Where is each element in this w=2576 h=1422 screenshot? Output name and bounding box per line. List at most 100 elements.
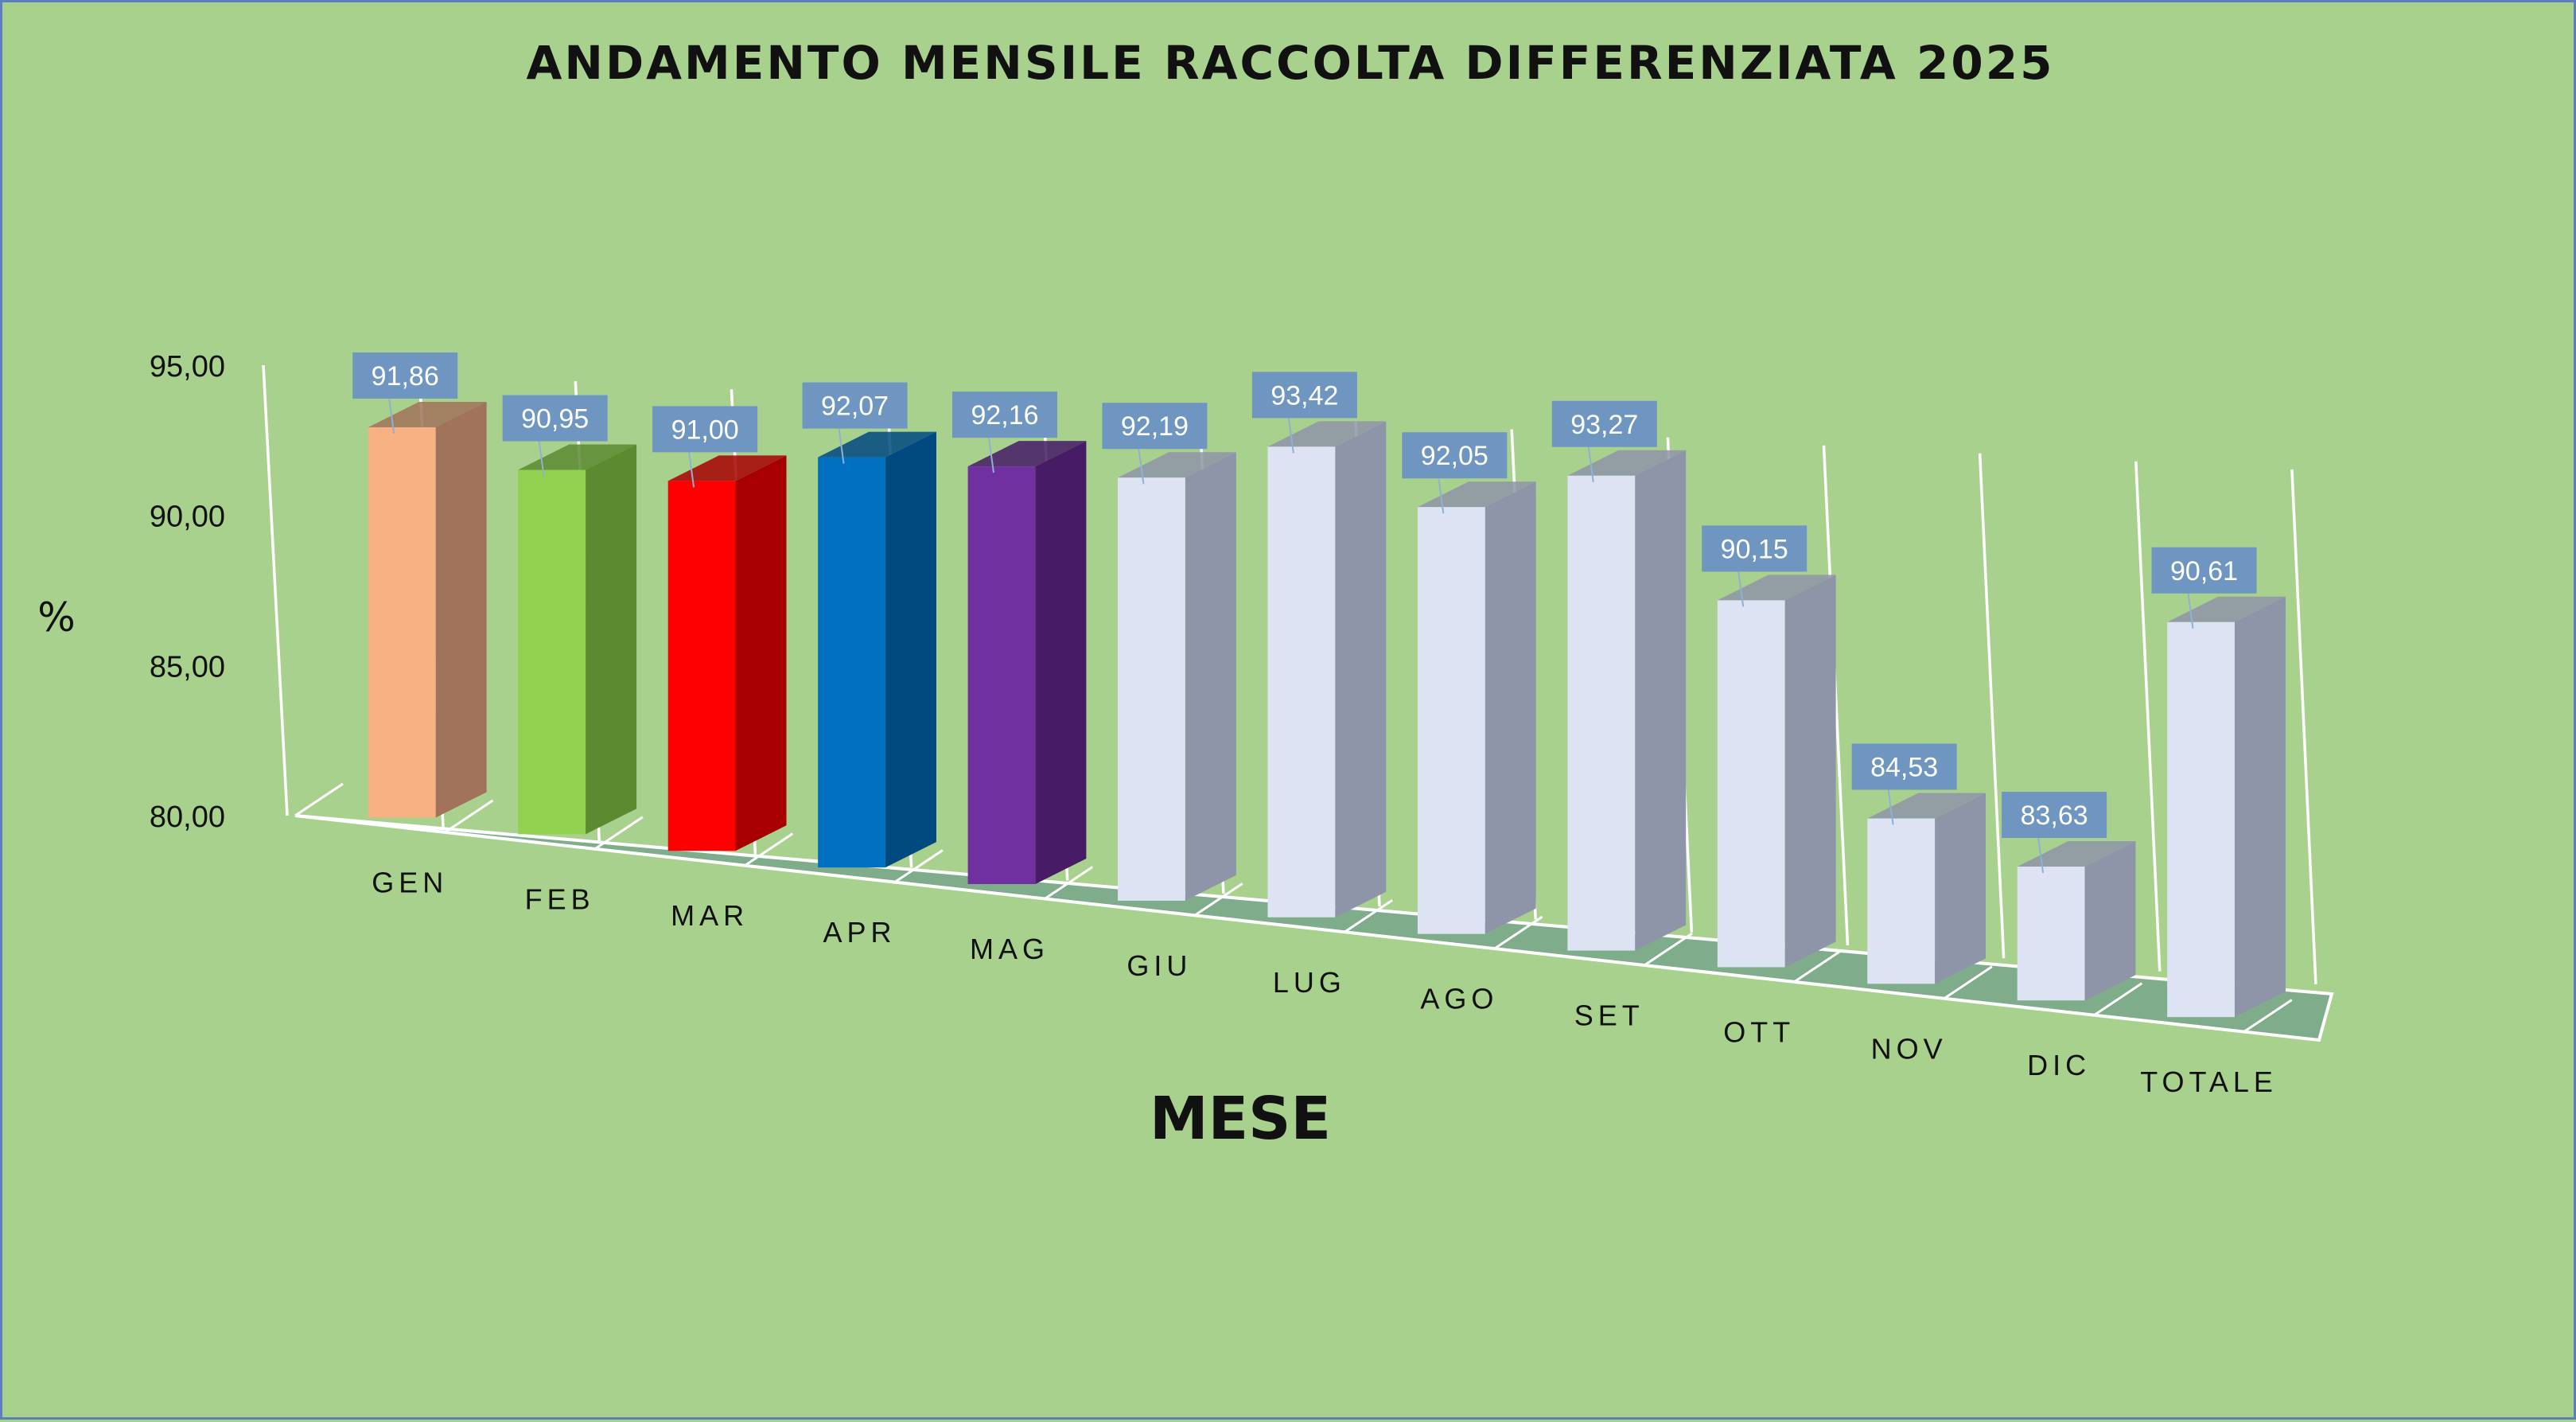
floor-divider [1044, 866, 1094, 900]
bar-lug [1267, 421, 1387, 917]
gridline [1978, 453, 2006, 959]
data-label-box [502, 395, 608, 442]
x-tick-label: OTT [1723, 1015, 1795, 1048]
leader-line [1587, 446, 1594, 482]
data-label-box [2002, 792, 2107, 839]
leader-line [1287, 418, 1294, 454]
bar-gen [368, 401, 487, 818]
bar-top [1567, 450, 1687, 476]
data-label-text: 92,07 [821, 392, 889, 422]
leader-line [1887, 789, 1894, 825]
bar-top [368, 401, 487, 427]
y-tick-label: 80,00 [150, 801, 225, 834]
bar-totale [2167, 596, 2286, 1018]
data-label: 91,00 [652, 406, 758, 488]
data-label: 93,42 [1251, 372, 1357, 454]
bar-giu [1118, 452, 1236, 901]
leader-line [1438, 478, 1445, 514]
data-label-box [1102, 403, 1208, 450]
floor-divider [1193, 882, 1243, 917]
bar-set [1567, 450, 1687, 951]
leader-line [1138, 449, 1145, 485]
bar-top [1267, 421, 1387, 447]
x-tick-label: LUG [1273, 966, 1346, 999]
x-tick-label: SET [1574, 999, 1644, 1032]
leader-line [688, 452, 695, 488]
floor-divider [2243, 999, 2293, 1033]
bar-front [1717, 600, 1785, 968]
floor-divider [893, 849, 944, 883]
bar-apr [818, 431, 936, 868]
data-label-box [952, 392, 1057, 438]
bar-top [2017, 841, 2136, 867]
bar-front [1867, 818, 1936, 984]
gridline [2290, 469, 2317, 984]
x-tick-label: MAG [970, 933, 1049, 965]
data-label-box [1702, 525, 1807, 572]
y-axis-ticks: 80,00 85,00 90,00 95,00 [150, 350, 225, 834]
data-label-box [652, 406, 758, 453]
x-axis-categories: GEN FEB MAR APR MAG GIU LUG AGO SET OTT NOV DIC TOTA… [372, 866, 2273, 1098]
bar-side [1185, 452, 1236, 901]
data-label: 83,63 [2002, 792, 2107, 874]
floor-divider [1944, 965, 1993, 1000]
floor-divider [2093, 982, 2143, 1016]
bar-side [2234, 596, 2286, 1018]
leader-line [2187, 593, 2194, 629]
leader-line [838, 428, 845, 464]
leader-line [1737, 571, 1745, 607]
x-axis-label: MESE [1150, 1085, 1331, 1153]
leader-line [988, 437, 994, 473]
gridline [2134, 461, 2162, 972]
data-label-box [352, 352, 458, 399]
data-label-text: 90,95 [521, 404, 589, 434]
floor-divider [294, 782, 344, 817]
bar-ago [1417, 481, 1536, 934]
bar-front [1417, 507, 1485, 934]
bar-top [1867, 793, 1986, 819]
floor-divider [444, 799, 494, 834]
data-label: 93,27 [1551, 400, 1657, 482]
y-tick-label: 90,00 [150, 501, 225, 534]
bar-top [1717, 575, 1836, 601]
data-label: 92,16 [952, 392, 1057, 473]
data-label: 91,86 [352, 352, 458, 434]
floor-divider [744, 832, 794, 867]
bar-ott [1717, 575, 1836, 968]
y-tick-label: 85,00 [150, 650, 225, 684]
data-label-text: 92,16 [971, 400, 1038, 430]
data-label-box [2151, 547, 2257, 594]
data-labels: 91,86 90,95 91,00 92,07 92,16 92,19 93,42 92,05… [352, 352, 2257, 874]
data-label-text: 90,61 [2170, 556, 2238, 586]
bar-front [667, 481, 736, 851]
bar-top [518, 444, 637, 470]
bar-side [2084, 841, 2136, 1001]
data-label-text: 93,42 [1270, 380, 1338, 411]
floor-divider [594, 816, 644, 851]
bars [368, 401, 2286, 1018]
x-tick-label: DIC [2027, 1049, 2091, 1081]
leader-line [538, 441, 545, 477]
data-label-text: 83,63 [2021, 801, 2088, 831]
bar-side [1784, 575, 1836, 968]
data-label-text: 91,00 [671, 415, 739, 445]
bar-front [1567, 475, 1636, 951]
data-label-text: 84,53 [1870, 753, 1938, 783]
bar-side [435, 401, 487, 818]
data-label: 90,61 [2151, 547, 2257, 629]
bar-top [818, 431, 936, 458]
bar-feb [518, 444, 637, 835]
data-label: 90,15 [1702, 525, 1807, 607]
bar-front [2167, 621, 2235, 1018]
data-label: 92,05 [1402, 432, 1508, 514]
y-tick-label: 95,00 [150, 350, 225, 384]
data-label-box [1402, 432, 1508, 479]
bar-side [1035, 441, 1087, 884]
bar-front [1267, 446, 1336, 917]
bar-top [667, 455, 787, 481]
data-label: 92,19 [1102, 403, 1208, 485]
data-label-text: 93,27 [1570, 410, 1638, 440]
data-label-box [1251, 372, 1357, 419]
bar-side [1335, 421, 1387, 917]
